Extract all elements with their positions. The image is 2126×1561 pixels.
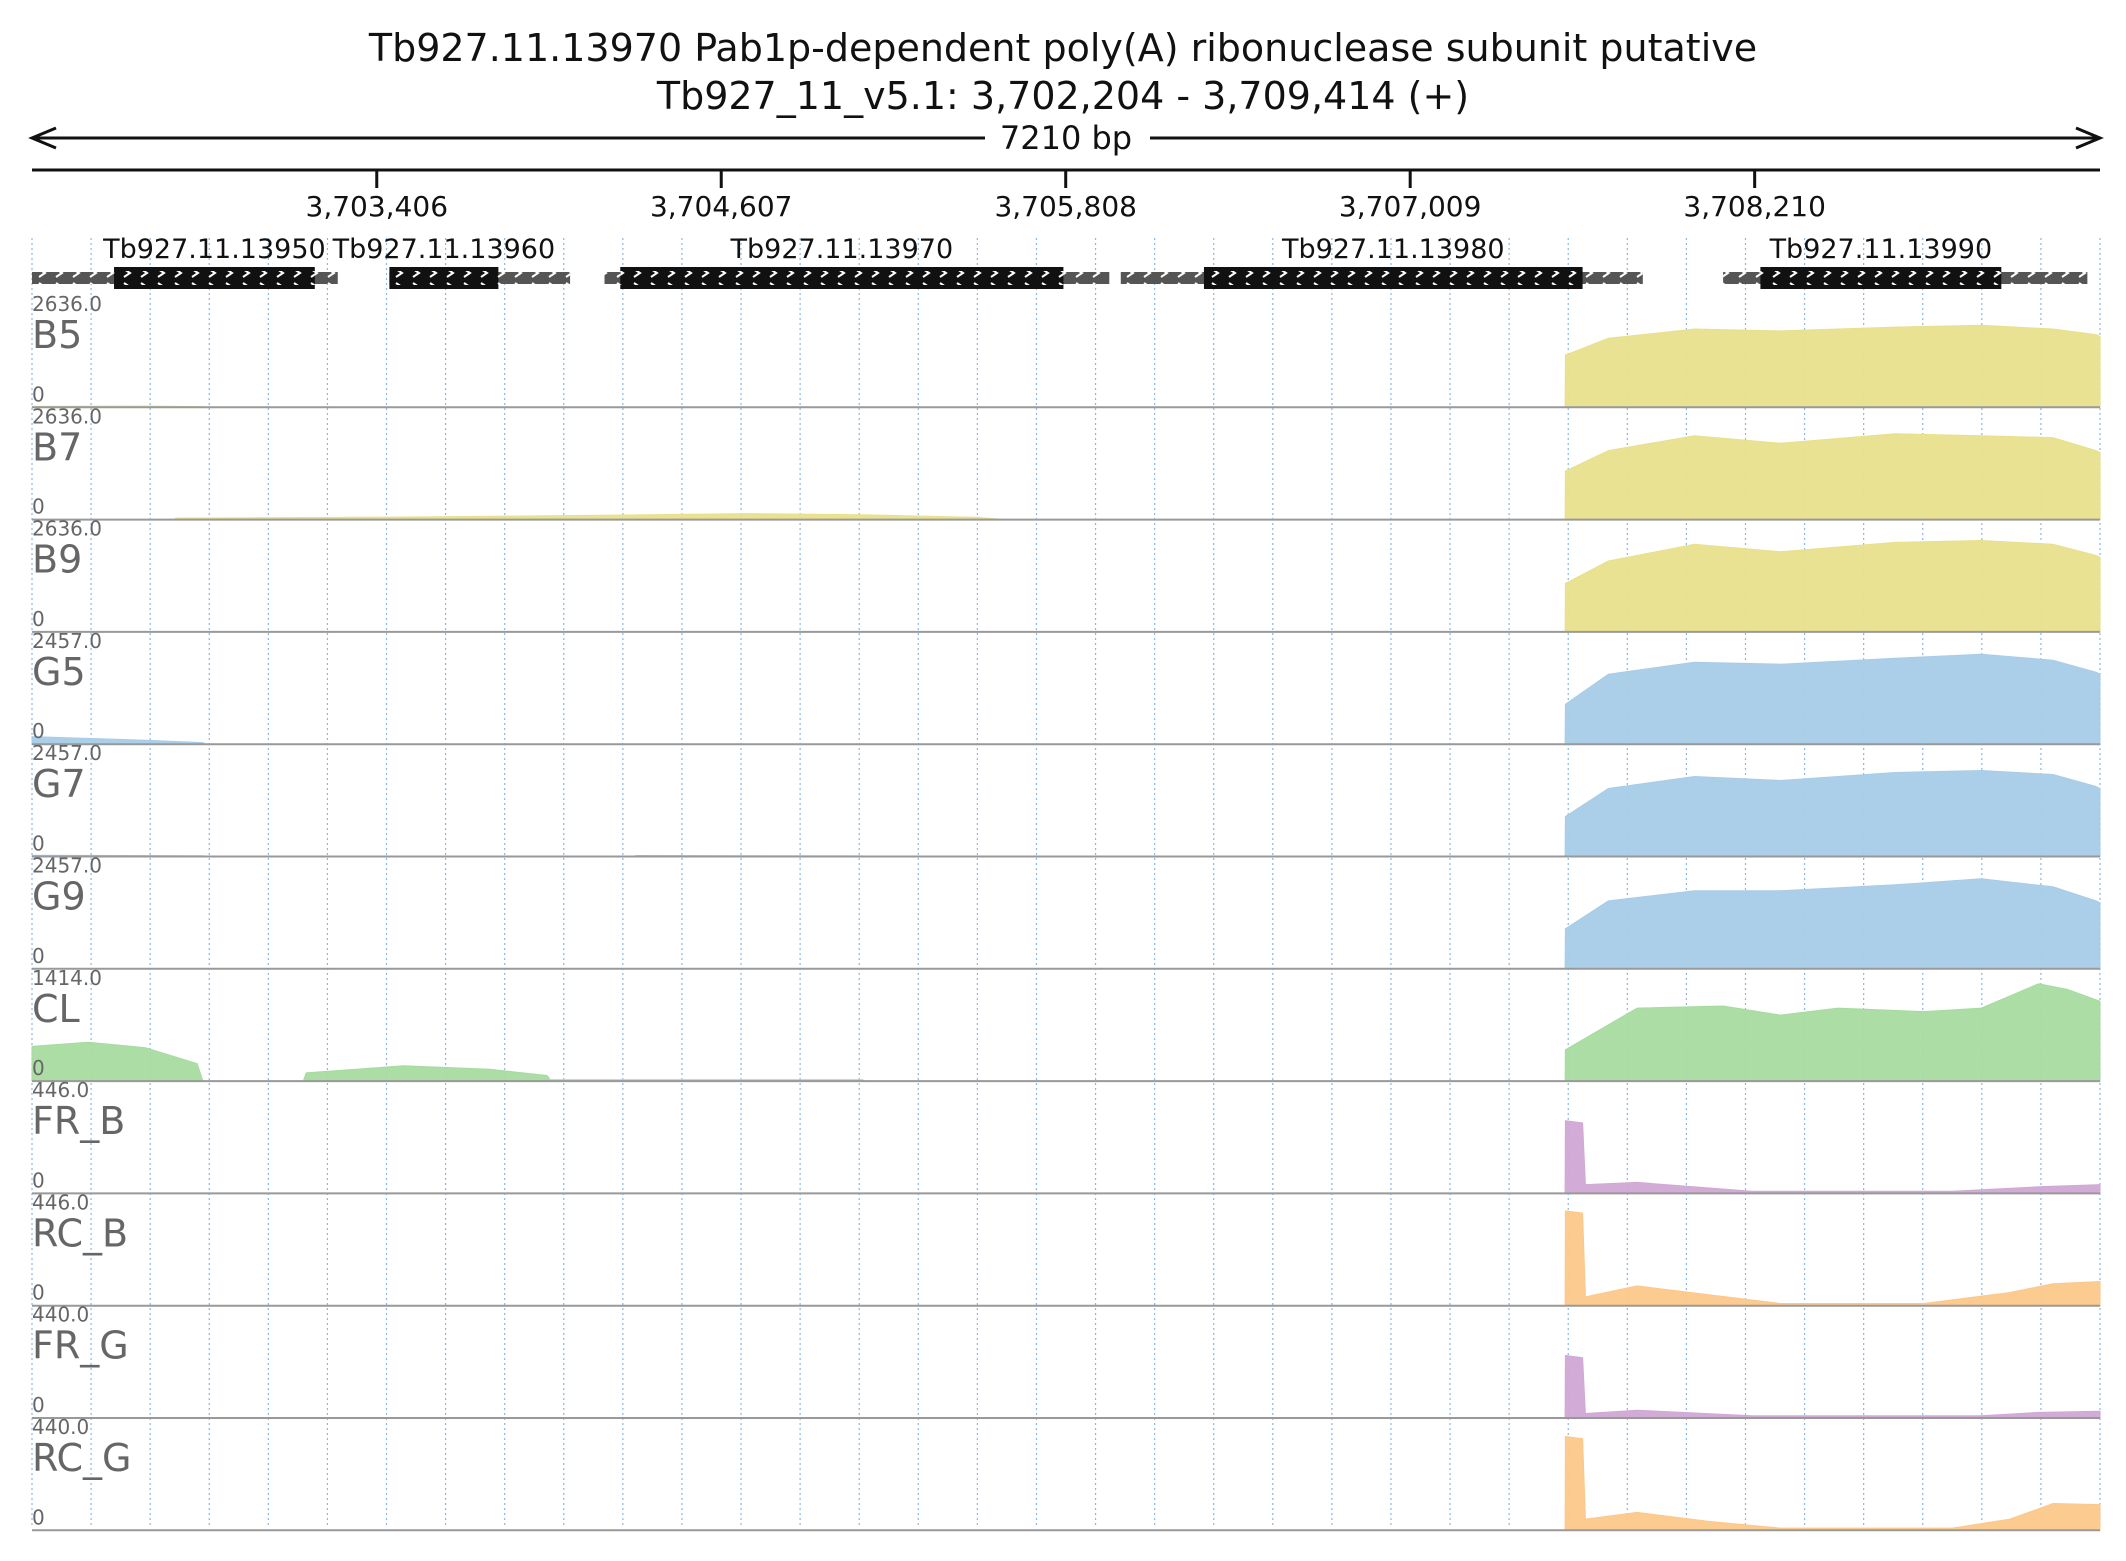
track-name: CL bbox=[32, 987, 80, 1031]
gene-label: Tb927.11.13970 bbox=[730, 234, 954, 265]
track-name: FR_G bbox=[32, 1324, 129, 1368]
coverage-area bbox=[32, 539, 2101, 633]
gene-cds-arrows bbox=[114, 271, 315, 285]
track-min-label: 0 bbox=[32, 719, 45, 743]
track-name: B9 bbox=[32, 538, 82, 582]
coverage-area bbox=[31, 653, 2101, 745]
track-max-label: 2457.0 bbox=[32, 854, 102, 878]
track-min-label: 0 bbox=[32, 1393, 45, 1417]
gene-label: Tb927.11.13990 bbox=[1769, 234, 1993, 265]
track-min-label: 0 bbox=[32, 1056, 45, 1080]
track-min-label: 0 bbox=[32, 944, 45, 968]
coverage-area bbox=[31, 983, 2101, 1082]
track-max-label: 440.0 bbox=[32, 1415, 89, 1439]
coverage-area bbox=[32, 1354, 2101, 1419]
track-min-label: 0 bbox=[32, 1505, 45, 1529]
coverage-area bbox=[32, 878, 2101, 970]
coverage-area bbox=[32, 433, 2101, 521]
gene-cds-arrows bbox=[389, 271, 499, 285]
track-min-label: 0 bbox=[32, 607, 45, 631]
axis-tick-label: 3,704,607 bbox=[650, 190, 793, 223]
track-min-label: 0 bbox=[32, 382, 45, 406]
coverage-tracks: 2636.0B502636.0B702636.0B902457.0G502457… bbox=[31, 292, 2101, 1532]
coverage-area bbox=[32, 1435, 2101, 1531]
track-min-label: 0 bbox=[32, 1168, 45, 1192]
track-name: RC_G bbox=[32, 1436, 132, 1480]
track-max-label: 2636.0 bbox=[32, 404, 102, 428]
span-arrow-right bbox=[2075, 126, 2104, 150]
coverage-area bbox=[32, 1210, 2101, 1307]
span-label: 7210 bp bbox=[1000, 119, 1132, 157]
chart-subtitle: Tb927_11_v5.1: 3,702,204 - 3,709,414 (+) bbox=[656, 74, 1470, 118]
gene-cds-arrows bbox=[1203, 271, 1583, 285]
track-name: RC_B bbox=[32, 1211, 128, 1255]
track-max-label: 2457.0 bbox=[32, 629, 102, 653]
track-max-label: 446.0 bbox=[32, 1190, 89, 1214]
coverage-area bbox=[31, 324, 2101, 408]
axis-tick-label: 3,705,808 bbox=[994, 190, 1137, 223]
track-max-label: 2457.0 bbox=[32, 741, 102, 765]
track-min-label: 0 bbox=[32, 1281, 45, 1305]
gene-cds-arrows bbox=[1760, 271, 2002, 285]
coordinate-axis: 3,703,406 3,704,607 3,705,808 3,707,009 3,70… bbox=[32, 168, 2100, 223]
axis-tick-label: 3,707,009 bbox=[1339, 190, 1482, 223]
gene-track: Tb927.11.13950 Tb927.11.13960 Tb927.11.139… bbox=[32, 234, 2088, 289]
track-max-label: 2636.0 bbox=[32, 292, 102, 316]
vertical-gridlines bbox=[31, 238, 2101, 1525]
track-max-label: 440.0 bbox=[32, 1303, 89, 1327]
track-name: FR_B bbox=[32, 1099, 125, 1143]
chart-title: Tb927.11.13970 Pab1p-dependent poly(A) r… bbox=[368, 26, 1758, 70]
span-arrow-left bbox=[28, 126, 57, 150]
coverage-area bbox=[32, 1120, 2101, 1194]
track-name: B5 bbox=[32, 313, 82, 357]
track-name: B7 bbox=[32, 425, 82, 469]
track-name: G9 bbox=[32, 875, 86, 919]
span-indicator: 7210 bp bbox=[28, 119, 2104, 157]
gene-cds-arrows bbox=[620, 271, 1064, 285]
track-max-label: 1414.0 bbox=[32, 966, 102, 990]
track-min-label: 0 bbox=[32, 495, 45, 519]
track-min-label: 0 bbox=[32, 832, 45, 856]
track-max-label: 446.0 bbox=[32, 1078, 89, 1102]
axis-tick-label: 3,703,406 bbox=[306, 190, 449, 223]
track-max-label: 2636.0 bbox=[32, 517, 102, 541]
gene-label: Tb927.11.13980 bbox=[1281, 234, 1505, 265]
coverage-area bbox=[31, 769, 2101, 857]
track-name: G5 bbox=[32, 650, 86, 694]
track-name: G7 bbox=[32, 762, 86, 806]
gene-label: Tb927.11.13950 bbox=[102, 234, 326, 265]
axis-tick-label: 3,708,210 bbox=[1683, 190, 1826, 223]
gene-label: Tb927.11.13960 bbox=[332, 234, 556, 265]
